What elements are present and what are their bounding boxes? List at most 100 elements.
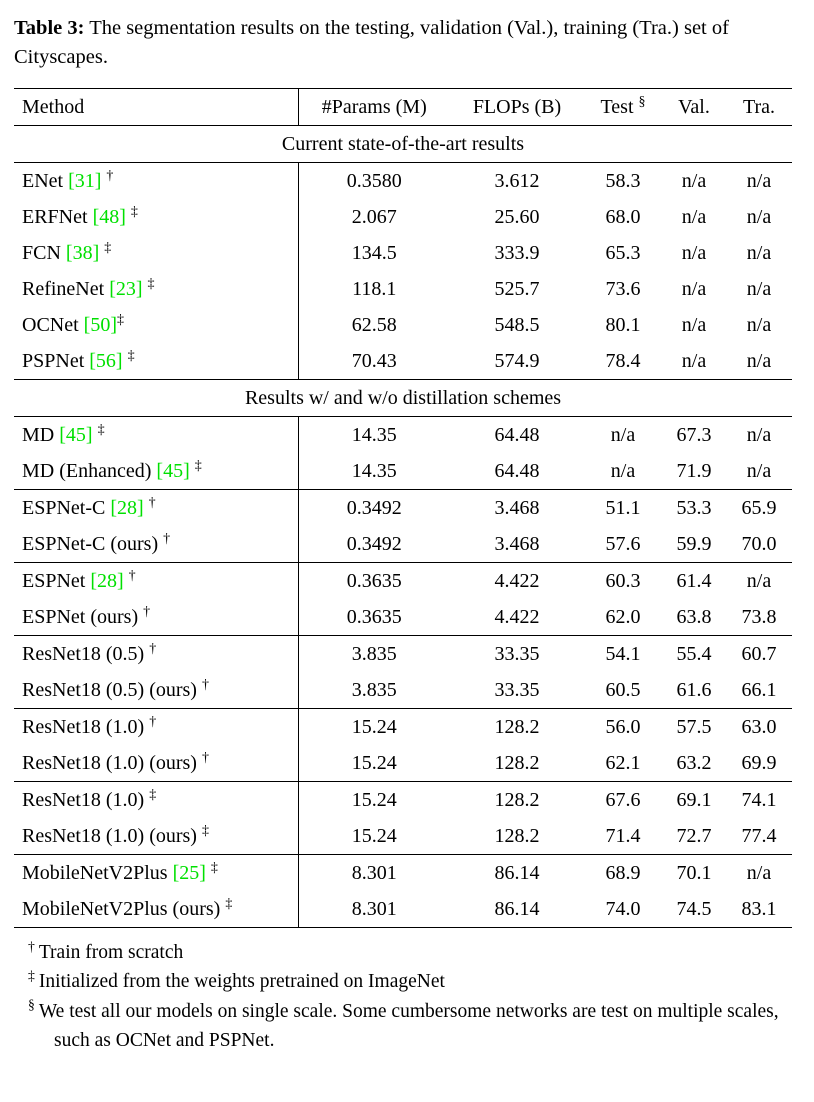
footnote-mark: † — [201, 750, 209, 766]
method-name: MobileNetV2Plus — [22, 862, 173, 885]
footnote-mark: † — [149, 714, 157, 730]
footnote-mark: † — [128, 568, 136, 584]
test-cell: 65.3 — [605, 242, 641, 265]
tra-cell: n/a — [746, 278, 772, 301]
tra-cell: 73.8 — [741, 606, 777, 629]
test-cell: 68.0 — [605, 206, 641, 229]
citation-link[interactable]: [45] — [59, 424, 93, 447]
method-name: ResNet18 (1.0) — [22, 789, 150, 812]
table-row: MD (Enhanced) [45] ‡ 14.35 64.48 n/a 71.9 n/a — [14, 453, 792, 490]
citation-link[interactable]: [48] — [92, 206, 126, 229]
tra-cell: 83.1 — [741, 898, 777, 921]
header-row: Method #Params (M) FLOPs (B) Test § Val.… — [14, 88, 792, 127]
flops-cell: 3.468 — [450, 489, 584, 527]
table-row: ResNet18 (1.0) (ours) † 15.24 128.2 62.1 63.… — [14, 745, 792, 782]
footnote-dagger: † Train from scratch — [28, 938, 798, 967]
table-row: ResNet18 (1.0) ‡ 15.24 128.2 67.6 69.1 74.1 — [14, 781, 792, 819]
flops-cell: 128.2 — [450, 708, 584, 746]
table-row: ESPNet-C [28] † 0.3492 3.468 51.1 53.3 65.9 — [14, 489, 792, 527]
method-cell: ResNet18 (1.0) (ours) † — [14, 745, 299, 782]
tra-cell: n/a — [746, 206, 772, 229]
params-cell: 62.58 — [351, 314, 397, 337]
method-name: MD (Enhanced) — [22, 460, 157, 483]
val-cell: 57.5 — [662, 708, 726, 746]
section-title-row: Current state-of-the-art results — [14, 125, 792, 164]
tra-cell: n/a — [746, 350, 772, 373]
params-cell: 15.24 — [351, 752, 397, 775]
footnote-text: Train from scratch — [38, 942, 184, 964]
citation-link[interactable]: [28] — [110, 497, 144, 520]
citation-link[interactable]: [45] — [156, 460, 190, 483]
method-cell: ENet [31] † — [14, 162, 299, 200]
test-cell: 51.1 — [584, 489, 662, 527]
citation-link[interactable]: [23] — [109, 278, 143, 301]
citation-link[interactable]: [50] — [83, 314, 117, 337]
tra-cell: 77.4 — [741, 825, 777, 848]
test-cell: 62.1 — [605, 752, 641, 775]
tra-cell: n/a — [746, 242, 772, 265]
flops-cell: 4.422 — [494, 606, 540, 629]
table-row: RefineNet [23] ‡ 118.1 525.7 73.6 n/a n/a — [14, 271, 792, 308]
table-row: OCNet [50]‡ 62.58 548.5 80.1 n/a n/a — [14, 307, 792, 344]
flops-cell: 4.422 — [450, 562, 584, 600]
table-row: FCN [38] ‡ 134.5 333.9 65.3 n/a n/a — [14, 235, 792, 272]
table-row: PSPNet [56] ‡ 70.43 574.9 78.4 n/a n/a — [14, 343, 792, 380]
footnote-mark: † — [148, 495, 156, 511]
footnote-section: § We test all our models on single scale.… — [28, 997, 798, 1056]
val-cell: n/a — [681, 206, 707, 229]
footnote-mark: † — [149, 641, 157, 657]
val-cell: 70.1 — [662, 854, 726, 892]
method-cell: ESPNet-C (ours) † — [14, 526, 299, 563]
header-flops: FLOPs (B) — [450, 88, 584, 127]
citation-link[interactable]: [56] — [89, 350, 123, 373]
citation-link[interactable]: [38] — [65, 242, 100, 265]
params-cell: 15.24 — [298, 781, 450, 819]
test-cell: 68.9 — [584, 854, 662, 892]
table-row: ESPNet (ours) † 0.3635 4.422 62.0 63.8 73.8 — [14, 599, 792, 636]
method-name: ResNet18 (0.5) — [22, 643, 150, 666]
citation-link[interactable]: [25] — [172, 862, 206, 885]
params-cell: 134.5 — [351, 242, 397, 265]
table-body: Current state-of-the-art results ENet [31… — [14, 125, 792, 928]
test-cell: 56.0 — [584, 708, 662, 746]
tra-cell: n/a — [746, 314, 772, 337]
test-cell: 57.6 — [605, 533, 641, 556]
method-cell: FCN [38] ‡ — [14, 235, 299, 272]
test-cell: n/a — [610, 460, 636, 483]
test-cell: 73.6 — [605, 278, 641, 301]
footnote-mark: † — [201, 677, 209, 693]
method-cell: ResNet18 (0.5) † — [14, 635, 299, 673]
flops-cell: 3.612 — [450, 162, 584, 200]
test-cell: n/a — [584, 416, 662, 454]
tra-cell: 70.0 — [741, 533, 777, 556]
params-cell: 15.24 — [351, 825, 397, 848]
footnote-text: We test all our models on single scale. … — [38, 1000, 779, 1051]
test-cell: 60.3 — [584, 562, 662, 600]
method-cell: OCNet [50]‡ — [14, 307, 299, 344]
citation-link[interactable]: [28] — [90, 570, 124, 593]
params-cell: 70.43 — [351, 350, 397, 373]
section-sign-mark: § — [28, 997, 35, 1013]
table-row: ENet [31] † 0.3580 3.612 58.3 n/a n/a — [14, 162, 792, 200]
tra-cell: 63.0 — [726, 708, 792, 746]
header-test: Test § — [584, 88, 662, 127]
tra-cell: 65.9 — [726, 489, 792, 527]
test-cell: 71.4 — [605, 825, 641, 848]
table-row: ResNet18 (0.5) (ours) † 3.835 33.35 60.5 61.… — [14, 672, 792, 709]
flops-cell: 525.7 — [494, 278, 540, 301]
table-caption-text: The segmentation results on the testing,… — [14, 17, 729, 69]
val-cell: n/a — [681, 278, 707, 301]
table-row: ResNet18 (1.0) † 15.24 128.2 56.0 57.5 63.0 — [14, 708, 792, 746]
footnote-mark: ‡ — [149, 787, 157, 803]
section-title-row: Results w/ and w/o distillation schemes — [14, 379, 792, 418]
footnote-mark: ‡ — [97, 422, 105, 438]
method-name: ESPNet-C — [22, 497, 111, 520]
footnote-mark: ‡ — [147, 276, 155, 292]
footnote-mark: † — [163, 531, 171, 547]
tra-cell: n/a — [746, 460, 772, 483]
footnote-mark: ‡ — [127, 348, 135, 364]
citation-link[interactable]: [31] — [68, 170, 102, 193]
table-row: ResNet18 (0.5) † 3.835 33.35 54.1 55.4 60.7 — [14, 635, 792, 673]
flops-cell: 86.14 — [494, 898, 540, 921]
